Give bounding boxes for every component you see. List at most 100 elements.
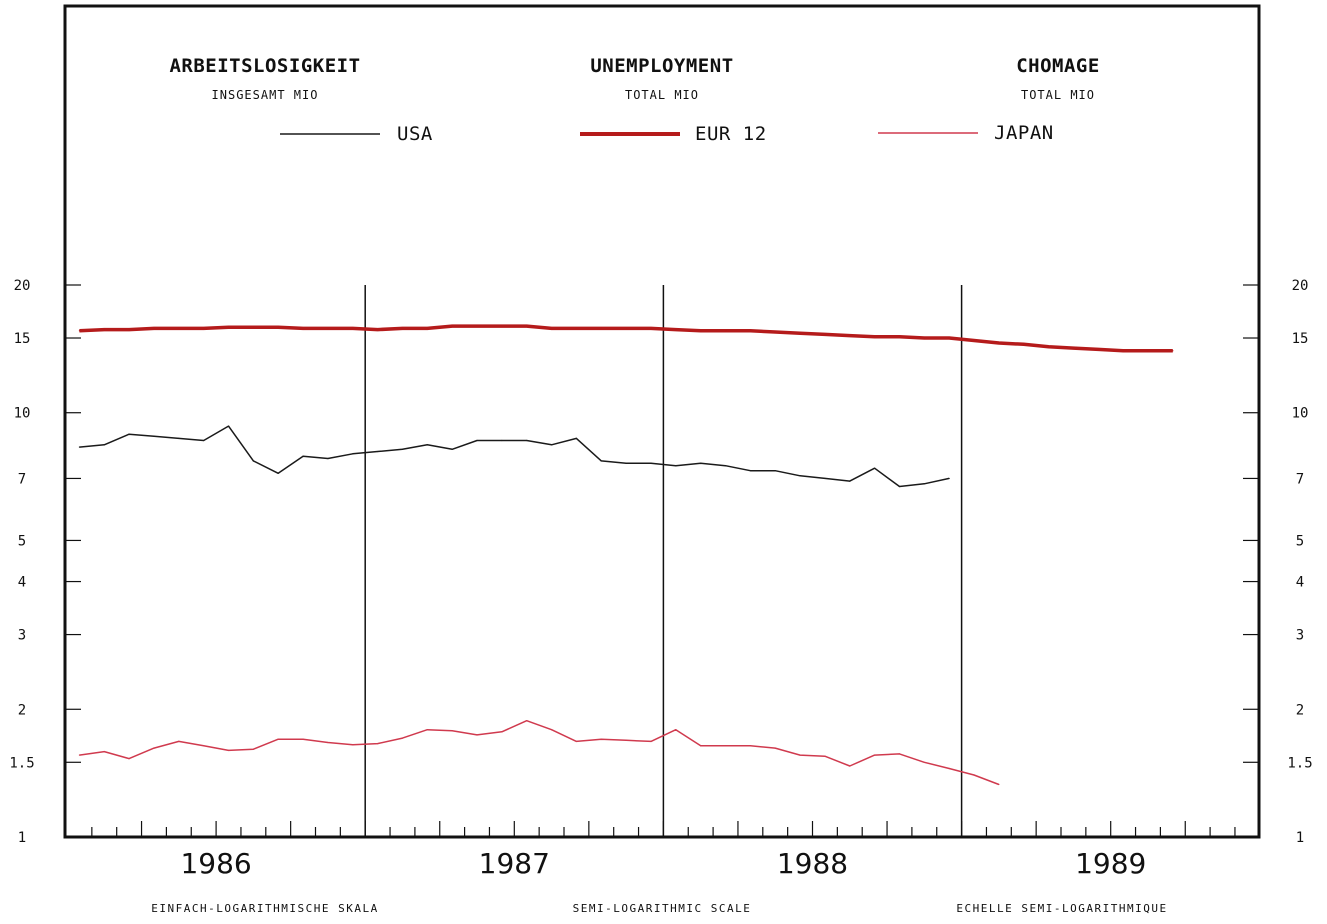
legend-label-eur12: EUR 12 [695, 123, 767, 145]
data-point-eur12 [476, 325, 478, 327]
y-tick-label-right: 2 [1296, 702, 1304, 718]
data-point-eur12 [973, 339, 975, 342]
series-line-japan [79, 719, 1000, 786]
data-point-eur12 [724, 330, 727, 332]
y-tick-label-right: 1 [1296, 830, 1304, 846]
data-point-eur12 [227, 326, 230, 328]
y-tick-label-right: 7 [1296, 471, 1304, 487]
y-tick-label-left: 3 [18, 628, 26, 644]
y-tick-label-left: 4 [18, 575, 26, 591]
data-point-usa [501, 439, 503, 442]
x-year-label: 1987 [479, 847, 550, 880]
data-point-japan [898, 753, 901, 755]
data-point-eur12 [1122, 350, 1124, 352]
data-point-japan [799, 754, 801, 756]
data-point-japan [178, 740, 180, 743]
data-point-japan [824, 755, 826, 757]
data-point-japan [103, 750, 105, 753]
data-point-japan [526, 720, 528, 722]
data-point-eur12 [799, 332, 801, 334]
series-line-usa [79, 425, 950, 488]
data-point-japan [724, 745, 727, 747]
y-tick-label-right: 20 [1292, 278, 1309, 294]
subtitle-de: INSGESAMT MIO [212, 88, 319, 102]
data-point-eur12 [203, 327, 205, 330]
data-point-usa [153, 435, 155, 437]
data-point-eur12 [153, 327, 155, 330]
data-point-usa [550, 444, 553, 446]
data-point-japan [575, 740, 578, 743]
chart-frame [63, 4, 1261, 839]
data-point-eur12 [650, 327, 652, 330]
scale-note-de: EINFACH-LOGARITHMISCHE SKALA [151, 902, 378, 915]
data-point-japan [998, 783, 1000, 786]
y-tick-label-left: 2 [18, 702, 26, 718]
data-point-eur12 [849, 334, 851, 337]
data-point-eur12 [575, 327, 578, 330]
data-point-usa [799, 475, 801, 477]
data-point-eur12 [128, 329, 130, 331]
y-tick-label-right: 4 [1296, 575, 1304, 591]
data-point-eur12 [550, 327, 553, 330]
subtitle-en: TOTAL MIO [625, 88, 699, 102]
data-point-eur12 [501, 325, 503, 327]
data-point-usa [824, 477, 826, 480]
data-point-japan [675, 729, 677, 731]
legend-label-japan: JAPAN [994, 122, 1054, 144]
data-point-japan [625, 739, 627, 741]
data-point-usa [600, 460, 602, 462]
data-point-usa [252, 460, 254, 462]
data-point-usa [377, 450, 379, 453]
data-point-japan [377, 743, 379, 745]
data-point-eur12 [252, 326, 254, 328]
data-point-eur12 [600, 327, 602, 330]
data-point-usa [203, 439, 205, 442]
data-point-eur12 [948, 337, 950, 339]
data-point-usa [700, 462, 702, 464]
data-point-usa [948, 477, 950, 480]
data-point-japan [600, 738, 602, 740]
data-point-japan [849, 765, 851, 767]
data-point-eur12 [302, 327, 304, 330]
data-point-eur12 [103, 329, 105, 331]
data-point-usa [451, 448, 453, 450]
data-point-japan [451, 730, 453, 732]
data-point-japan [277, 738, 279, 740]
data-point-eur12 [78, 330, 81, 332]
data-point-japan [302, 738, 304, 740]
data-point-japan [550, 729, 553, 731]
series-line-eur12 [79, 324, 1173, 353]
data-point-japan [700, 745, 702, 747]
data-point-eur12 [675, 329, 677, 331]
scale-note-fr: ECHELLE SEMI-LOGARITHMIQUE [956, 902, 1167, 915]
data-point-usa [724, 465, 727, 467]
y-tick-label-left: 15 [14, 331, 31, 347]
data-point-usa [302, 455, 304, 457]
data-point-usa [128, 433, 130, 435]
data-point-usa [874, 467, 876, 469]
data-point-japan [874, 754, 876, 756]
data-point-japan [128, 758, 130, 760]
data-point-eur12 [277, 326, 279, 328]
data-point-japan [401, 737, 404, 739]
data-point-japan [476, 734, 478, 736]
data-point-usa [774, 470, 776, 472]
data-point-eur12 [451, 325, 453, 327]
y-tick-label-right: 15 [1292, 331, 1309, 347]
data-point-japan [252, 748, 254, 750]
data-point-japan [650, 740, 652, 743]
data-point-usa [575, 437, 578, 439]
data-point-eur12 [1023, 343, 1025, 345]
data-point-eur12 [700, 330, 702, 332]
data-point-usa [178, 437, 180, 439]
data-point-eur12 [401, 327, 404, 330]
plot-area [78, 324, 1174, 786]
data-point-usa [78, 446, 81, 448]
data-point-eur12 [1172, 350, 1174, 352]
data-point-japan [327, 741, 329, 744]
title-en: UNEMPLOYMENT [590, 55, 733, 77]
data-point-eur12 [327, 327, 329, 330]
data-point-eur12 [923, 337, 925, 339]
y-tick-label-right: 3 [1296, 628, 1304, 644]
data-point-eur12 [178, 327, 180, 330]
